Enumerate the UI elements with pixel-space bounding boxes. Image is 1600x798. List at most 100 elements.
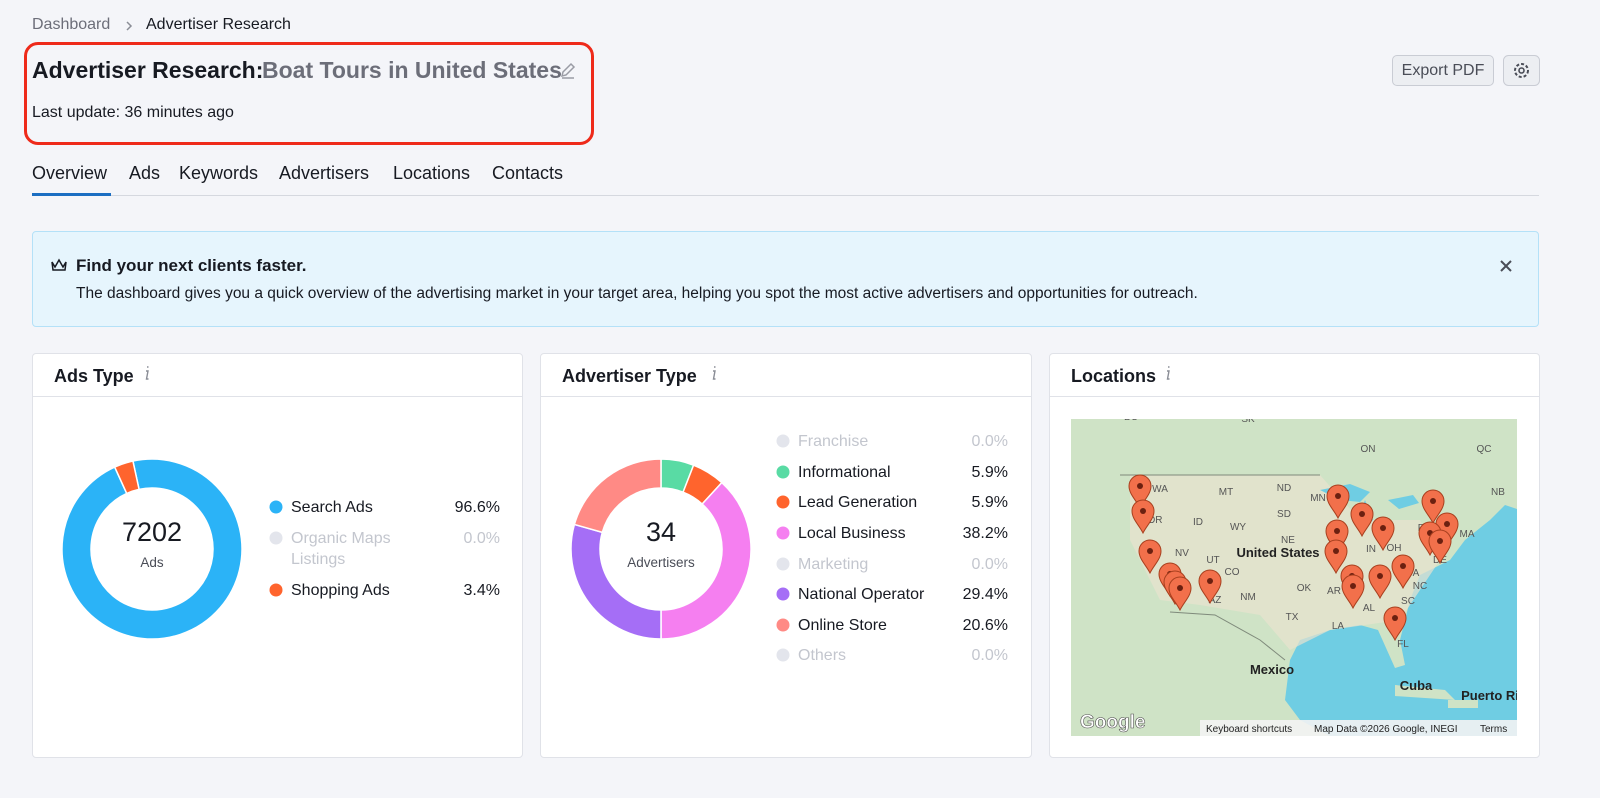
map-pin: [1350, 502, 1374, 538]
map-label: LA: [1332, 621, 1345, 632]
map: BC SK ON QC NB WA OR ID MT ND SD MN WY NE NV UT CO AZ NM OK…: [1071, 412, 1517, 736]
map-label: CO: [1225, 567, 1240, 578]
map-label: WY: [1230, 522, 1246, 533]
map-pin: [1383, 606, 1407, 642]
card-header: Locations: [1050, 354, 1539, 397]
legend-label: Marketing: [798, 556, 869, 573]
legend-value: 0.0%: [463, 530, 500, 547]
legend-dot: [269, 583, 283, 597]
map-label: UT: [1206, 555, 1219, 566]
info-icon: [1166, 366, 1170, 380]
map-label: FL: [1397, 639, 1409, 650]
donut-total-label: Ads: [140, 555, 164, 570]
tab[interactable]: Overview: [32, 163, 108, 183]
map-label: Cuba: [1400, 678, 1433, 693]
map-label: SK: [1241, 414, 1255, 425]
map-label: Mexico: [1250, 662, 1294, 677]
map-label: QC: [1477, 444, 1492, 455]
map-label: SD: [1277, 509, 1291, 520]
map-pin-dot: [1147, 548, 1153, 554]
breadcrumb-link[interactable]: Dashboard: [32, 16, 111, 33]
map-label: AZ: [1209, 595, 1222, 606]
donut-total-label: Advertisers: [627, 555, 695, 570]
tab[interactable]: Keywords: [179, 163, 259, 183]
map-pin: [1128, 474, 1152, 510]
legend-label: Franchise: [798, 433, 869, 450]
breadcrumb-current: Advertiser Research: [146, 16, 291, 33]
crown-icon: [51, 258, 67, 271]
legend-label: Shopping Ads: [291, 582, 390, 599]
legend-dot: [776, 465, 790, 479]
legend-label: Organic Maps Listings: [291, 530, 391, 568]
legend-dot: [776, 557, 790, 571]
google-logo: Google: [1080, 712, 1145, 733]
tab[interactable]: Ads: [129, 163, 161, 183]
donut-segment: [573, 458, 662, 534]
map-pin-dot: [1444, 521, 1450, 527]
donut-total: 34: [646, 517, 676, 547]
map-pin-dot: [1177, 585, 1183, 591]
map-label: BC: [1124, 412, 1138, 423]
map-pin: [1421, 489, 1445, 525]
map-label: SC: [1401, 596, 1415, 607]
legend-dot: [776, 526, 790, 540]
map-pin-dot: [1137, 483, 1143, 489]
legend-label: Online Store: [798, 617, 887, 634]
edit-icon[interactable]: [558, 60, 578, 80]
map-pin: [1138, 539, 1162, 575]
map-label: AL: [1363, 603, 1376, 614]
map-shortcuts: Keyboard shortcuts: [1206, 724, 1292, 735]
map-label: OH: [1387, 543, 1402, 554]
map-pin-dot: [1380, 525, 1386, 531]
map-label: VA: [1407, 568, 1420, 579]
card-header: Advertiser Type: [541, 354, 1031, 397]
card-title: Advertiser Type: [562, 366, 697, 386]
close-button[interactable]: [1498, 258, 1514, 274]
map-label: NV: [1175, 548, 1189, 559]
banner-text: The dashboard gives you a quick overview…: [76, 285, 1198, 302]
map-pin: [1368, 564, 1392, 600]
map-pin-dot: [1207, 578, 1213, 584]
banner-title: Find your next clients faster.: [76, 256, 307, 275]
map-label: NE: [1281, 535, 1295, 546]
map-pin-dot: [1437, 538, 1443, 544]
legend-value: 0.0%: [971, 647, 1008, 664]
map-label: ON: [1361, 444, 1376, 455]
tab[interactable]: Contacts: [492, 163, 564, 183]
tab-underline: [32, 193, 111, 196]
legend-dot: [776, 434, 790, 448]
legend-label: Others: [798, 647, 847, 664]
ads-type-card: Ads Type: [32, 353, 523, 758]
settings-button[interactable]: [1503, 55, 1540, 86]
map-pin: [1168, 576, 1192, 612]
map-label: MN: [1310, 493, 1326, 504]
breadcrumb-chevron: [126, 21, 133, 31]
export-button[interactable]: Export PDF: [1392, 55, 1494, 86]
last-update: Last update: 36 minutes ago: [32, 104, 234, 121]
map-pin-dot: [1140, 508, 1146, 514]
map-pin: [1371, 516, 1395, 552]
page-title: Advertiser Research:: [32, 57, 264, 83]
legend-label: National Operator: [798, 586, 925, 603]
map-pin-dot: [1350, 583, 1356, 589]
map-data: Map Data ©2026 Google, INEGI: [1314, 724, 1458, 735]
map-terms: Terms: [1480, 724, 1507, 735]
map-pin-dot: [1377, 573, 1383, 579]
tab[interactable]: Locations: [393, 163, 471, 183]
legend-dot: [776, 495, 790, 509]
card-header: Ads Type: [33, 354, 522, 397]
legend-value: 3.4%: [463, 582, 500, 599]
map-pin-dot: [1359, 511, 1365, 517]
map-label: TX: [1286, 612, 1299, 623]
tab[interactable]: Advertisers: [279, 163, 370, 183]
page-subject: Boat Tours in United States: [262, 57, 562, 83]
map-label: AR: [1327, 586, 1341, 597]
info-icon: [712, 366, 716, 380]
map-pin: [1428, 529, 1452, 565]
map-label: NC: [1413, 581, 1427, 592]
map-pin: [1198, 569, 1222, 605]
advertiser-type-card: Advertiser Type: [540, 353, 1032, 758]
info-banner: Find your next clients faster. The dashb…: [32, 231, 1539, 327]
